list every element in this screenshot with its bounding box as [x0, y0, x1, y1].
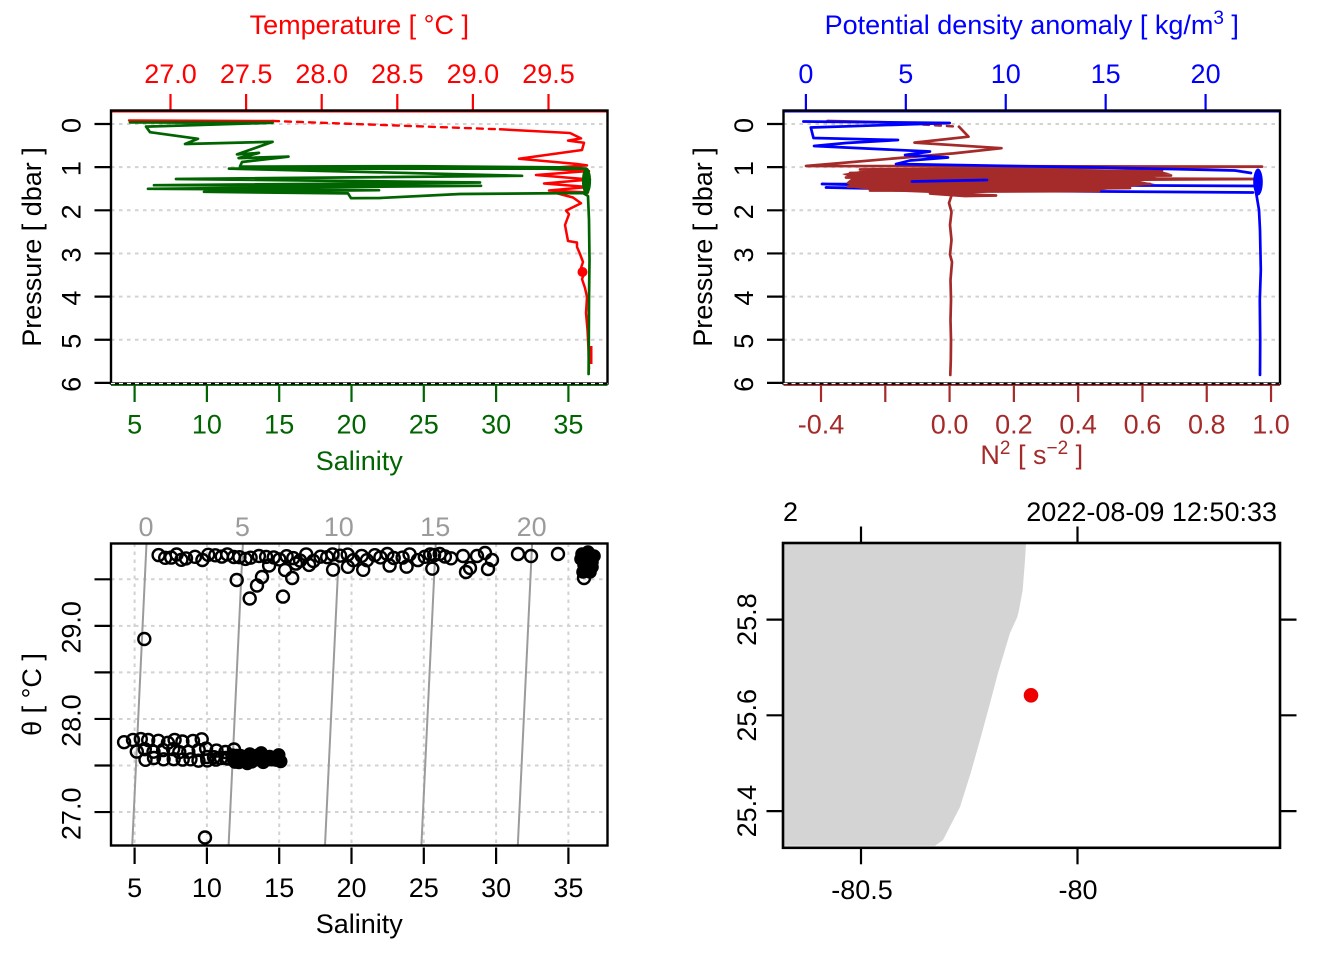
svg-text:6: 6 [57, 377, 87, 392]
svg-text:5: 5 [729, 334, 759, 349]
svg-text:5: 5 [235, 512, 250, 542]
svg-text:29.5: 29.5 [522, 59, 575, 89]
svg-text:10: 10 [324, 512, 354, 542]
svg-text:2: 2 [783, 497, 798, 527]
svg-text:15: 15 [264, 873, 294, 903]
svg-text:15: 15 [1091, 59, 1121, 89]
svg-text:25.8: 25.8 [732, 593, 762, 646]
svg-text:-0.4: -0.4 [798, 410, 845, 440]
svg-text:10: 10 [192, 873, 222, 903]
svg-text:1: 1 [729, 161, 759, 176]
svg-text:0: 0 [798, 59, 813, 89]
svg-text:27.5: 27.5 [220, 59, 273, 89]
svg-text:0.2: 0.2 [995, 410, 1033, 440]
svg-text:Temperature [ °C ]: Temperature [ °C ] [250, 10, 469, 40]
svg-text:10: 10 [192, 410, 222, 440]
svg-text:3: 3 [729, 247, 759, 262]
svg-text:Salinity: Salinity [316, 909, 404, 939]
svg-text:Potential density anomaly [ kg: Potential density anomaly [ kg/m3 ] [825, 8, 1239, 40]
svg-text:0.8: 0.8 [1188, 410, 1226, 440]
svg-text:1: 1 [57, 161, 87, 176]
svg-text:35: 35 [553, 410, 583, 440]
svg-text:4: 4 [729, 291, 759, 306]
svg-text:0: 0 [138, 512, 153, 542]
svg-text:25: 25 [409, 873, 439, 903]
svg-text:Pressure [ dbar ]: Pressure [ dbar ] [17, 147, 47, 347]
svg-text:0: 0 [729, 118, 759, 133]
svg-text:0.4: 0.4 [1059, 410, 1097, 440]
svg-text:15: 15 [264, 410, 294, 440]
svg-text:29.0: 29.0 [447, 59, 500, 89]
svg-text:15: 15 [420, 512, 450, 542]
svg-text:25: 25 [409, 410, 439, 440]
svg-text:20: 20 [336, 410, 366, 440]
svg-text:25.6: 25.6 [732, 689, 762, 742]
svg-text:Pressure [ dbar ]: Pressure [ dbar ] [688, 147, 718, 347]
svg-text:0.6: 0.6 [1124, 410, 1162, 440]
svg-text:1.0: 1.0 [1252, 410, 1290, 440]
svg-text:0: 0 [57, 118, 87, 133]
svg-text:27.0: 27.0 [144, 59, 197, 89]
svg-text:5: 5 [127, 410, 142, 440]
svg-text:20: 20 [517, 512, 547, 542]
svg-text:2022-08-09 12:50:33: 2022-08-09 12:50:33 [1026, 497, 1277, 527]
svg-text:30: 30 [481, 873, 511, 903]
svg-text:θ [ °C ]: θ [ °C ] [17, 653, 47, 736]
svg-text:N2 [ s−2 ]: N2 [ s−2 ] [980, 438, 1083, 470]
svg-text:25.4: 25.4 [732, 785, 762, 838]
svg-text:-80.5: -80.5 [831, 875, 893, 905]
svg-text:20: 20 [336, 873, 366, 903]
svg-text:-80: -80 [1058, 875, 1097, 905]
svg-text:28.0: 28.0 [295, 59, 348, 89]
svg-text:0.0: 0.0 [931, 410, 969, 440]
svg-text:10: 10 [991, 59, 1021, 89]
svg-text:28.0: 28.0 [57, 694, 87, 747]
svg-text:2: 2 [729, 204, 759, 219]
svg-text:3: 3 [57, 247, 87, 262]
svg-text:20: 20 [1191, 59, 1221, 89]
svg-text:5: 5 [898, 59, 913, 89]
svg-text:28.5: 28.5 [371, 59, 424, 89]
svg-text:29.0: 29.0 [57, 601, 87, 654]
svg-text:35: 35 [553, 873, 583, 903]
svg-text:4: 4 [57, 291, 87, 306]
svg-text:30: 30 [481, 410, 511, 440]
svg-text:5: 5 [57, 334, 87, 349]
svg-text:2: 2 [57, 204, 87, 219]
svg-text:5: 5 [127, 873, 142, 903]
svg-text:Salinity: Salinity [316, 446, 404, 476]
svg-text:27.0: 27.0 [57, 788, 87, 841]
svg-text:6: 6 [729, 377, 759, 392]
